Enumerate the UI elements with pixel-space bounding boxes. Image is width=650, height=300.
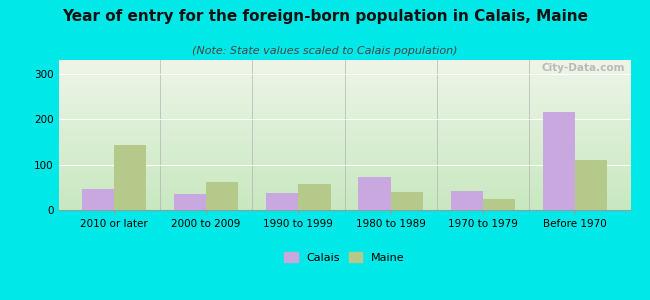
Text: Year of entry for the foreign-born population in Calais, Maine: Year of entry for the foreign-born popul… [62,9,588,24]
Bar [266,193,298,210]
Bar [483,199,515,210]
Bar [450,191,483,210]
Bar [81,189,114,210]
Bar [543,112,575,210]
Text: City-Data.com: City-Data.com [541,63,625,73]
Text: (Note: State values scaled to Calais population): (Note: State values scaled to Calais pop… [192,46,458,56]
Bar [206,182,239,210]
Bar [575,160,608,210]
Bar [114,145,146,210]
Bar [391,192,423,210]
Bar [358,177,391,210]
Legend: Calais, Maine: Calais, Maine [280,248,409,267]
Bar [298,184,331,210]
Bar [174,194,206,210]
